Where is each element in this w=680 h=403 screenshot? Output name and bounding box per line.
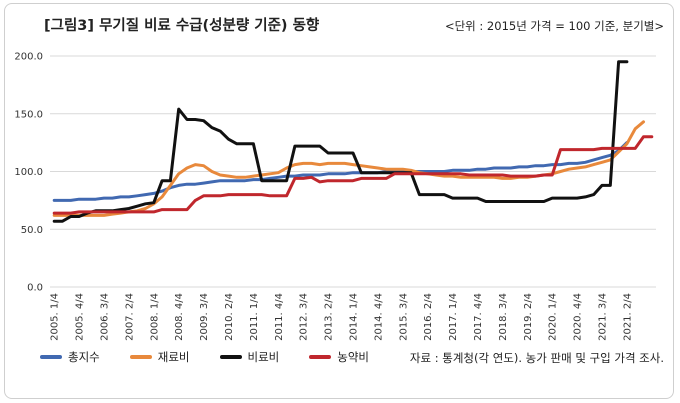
x-tick-label: 2015. 3/4 — [398, 293, 409, 341]
x-tick-label: 2012. 3/4 — [299, 293, 310, 341]
x-tick-label: 2005. 1/4 — [50, 293, 61, 341]
unit-note: <단위 : 2015년 가격 = 100 기준, 분기별> — [444, 19, 664, 33]
source-note: 자료 : 통계청(각 연도). 농가 판매 및 구입 가격 조사. — [409, 351, 664, 365]
x-tick-label: 2017. 1/4 — [448, 293, 459, 341]
legend-item: 농약비 — [309, 349, 369, 365]
y-tick-label: 150.0 — [14, 109, 43, 120]
x-tick-label: 2013. 2/4 — [324, 293, 335, 341]
y-tick-labels: 0.0 50.0 100.0 150.0 200.0 — [14, 52, 43, 294]
series-line-3 — [52, 60, 629, 223]
x-tick-label: 2011. 1/4 — [249, 293, 260, 341]
chart-frame — [4, 3, 674, 399]
x-tick-label: 2018. 3/4 — [498, 293, 509, 341]
y-tick-label: 50.0 — [21, 225, 43, 236]
y-tick-label: 200.0 — [14, 52, 43, 63]
legend-swatch — [40, 355, 62, 359]
x-tick-label: 2016. 2/4 — [423, 293, 434, 341]
x-tick-label: 2005. 4/4 — [75, 293, 86, 341]
legend-label: 비료비 — [247, 350, 280, 364]
chart-title: [그림3] 무기질 비료 수급(성분량 기준) 동향 — [44, 18, 320, 34]
x-tick-label: 2020. 1/4 — [548, 293, 559, 341]
legend-label: 총지수 — [68, 350, 100, 364]
legend-swatch — [219, 355, 242, 359]
x-tick-label: 2010. 2/4 — [224, 293, 235, 341]
legend-item: 총지수 — [40, 349, 100, 365]
x-tick-label: 2017. 4/4 — [473, 293, 484, 341]
x-tick-label: 2009. 3/4 — [199, 293, 210, 341]
x-tick-label: 2011. 4/4 — [274, 293, 285, 341]
x-tick-label: 2020. 4/4 — [573, 293, 584, 341]
legend: 총지수 재료비 비료비 농약비 — [40, 349, 399, 365]
series-line-4 — [52, 135, 654, 215]
legend-item: 재료비 — [129, 349, 190, 365]
series-line-1 — [52, 141, 629, 202]
x-tick-label: 2007. 2/4 — [124, 293, 135, 341]
x-tick-label: 2021. 3/4 — [598, 293, 609, 341]
x-tick-label: 2006. 3/4 — [99, 293, 110, 341]
x-tick-labels: 2005. 1/4 2005. 4/4 2006. 3/4 2007. 2/4 2008… — [50, 293, 634, 341]
x-tick-label: 2021. 2/4 — [622, 293, 633, 341]
legend-label: 재료비 — [157, 350, 190, 364]
legend-label: 농약비 — [337, 350, 369, 364]
y-tick-label: 100.0 — [14, 167, 43, 178]
x-tick-label: 2014. 4/4 — [373, 293, 384, 341]
series-lines — [52, 60, 654, 223]
x-tick-label: 2019. 2/4 — [523, 293, 534, 341]
x-tick-label: 2014. 1/4 — [349, 293, 360, 341]
x-tick-label: 2008. 1/4 — [149, 293, 160, 341]
legend-swatch — [129, 355, 152, 359]
y-tick-label: 0.0 — [27, 283, 43, 294]
x-tick-label: 2008. 4/4 — [174, 293, 185, 341]
legend-swatch — [309, 355, 332, 359]
legend-item: 비료비 — [219, 349, 280, 365]
